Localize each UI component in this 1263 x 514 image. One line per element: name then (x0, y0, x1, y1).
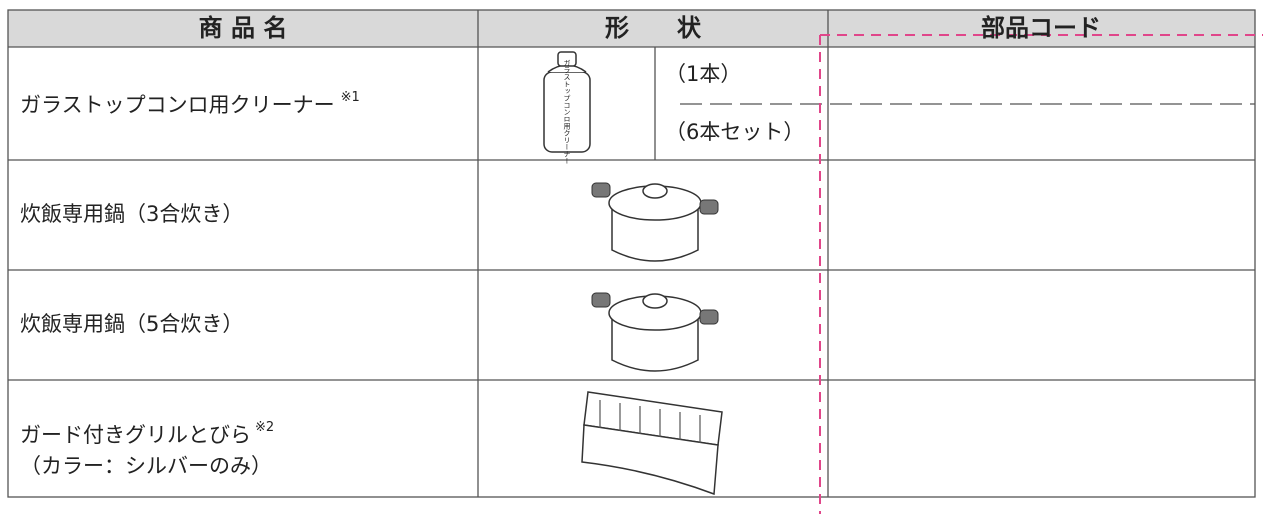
product-name-line2: （カラー：シルバーのみ） (20, 454, 272, 478)
product-name: 炊飯専用鍋（5合炊き） (20, 312, 243, 336)
bottle-illustration: ガラストップコンロ用クリーナー (543, 51, 591, 165)
pink-guides (819, 34, 1263, 514)
header: 商 品 名 (199, 14, 288, 42)
grill-door-illustration (581, 391, 723, 496)
product-name: 炊飯専用鍋（3合炊き） (20, 202, 243, 226)
grid (8, 10, 1255, 497)
shape-label: （1本） (665, 62, 741, 86)
shape-label: （6本セット） (665, 120, 804, 144)
header: 部品コード (981, 14, 1101, 42)
table-border (7, 9, 1256, 498)
header: 形 状 (605, 14, 702, 42)
product-name: ガラストップコンロ用クリーナー ※1 (20, 90, 360, 118)
bottle-label: ガラストップコンロ用クリーナー (563, 60, 571, 165)
pot-illustration (591, 182, 719, 262)
header-bg (8, 10, 1255, 47)
pot-illustration (591, 292, 719, 372)
product-name: ガード付きグリルとびら ※2 (20, 420, 274, 448)
